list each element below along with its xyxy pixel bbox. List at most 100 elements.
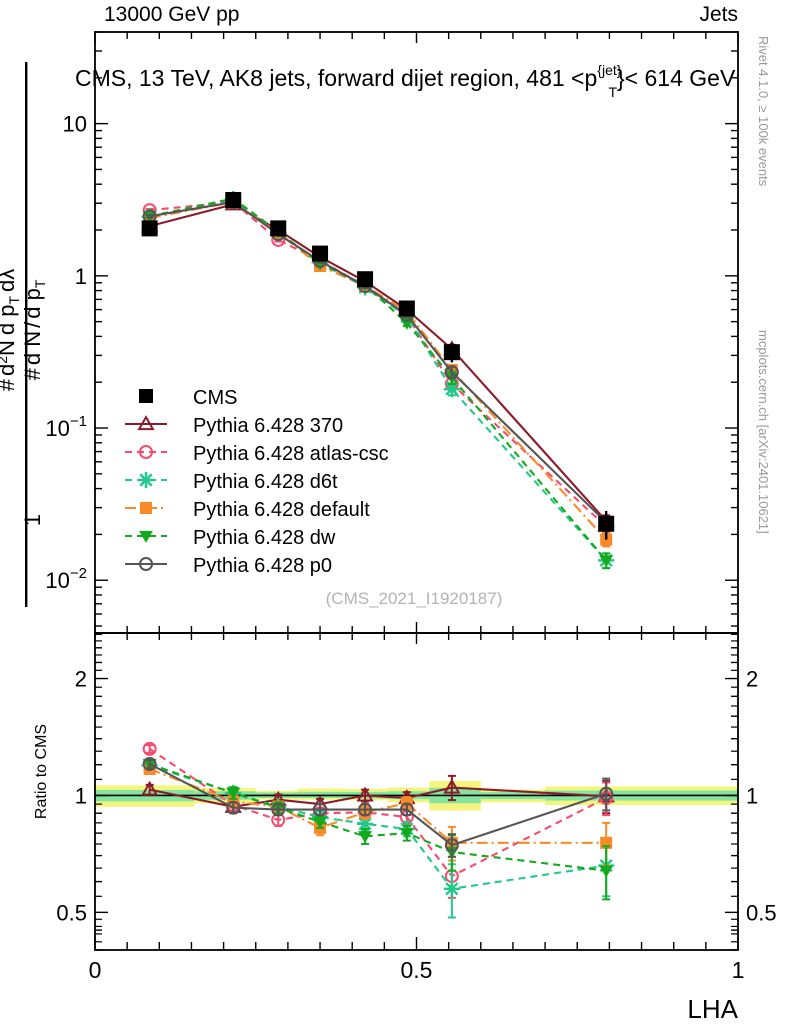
series-cms xyxy=(141,191,615,540)
series-line xyxy=(149,201,607,528)
marker-circle xyxy=(313,802,328,817)
series-line xyxy=(149,786,607,808)
ratio-y-tick-label-right: 0.5 xyxy=(746,900,777,925)
marker-star-ray xyxy=(139,473,153,487)
data-point xyxy=(225,191,242,208)
marker-triangle-up xyxy=(356,786,374,802)
legend-label: Pythia 6.428 default xyxy=(193,499,370,521)
legend-item[interactable]: Pythia 6.428 p0 xyxy=(125,555,332,577)
y-tick-label: 1 xyxy=(75,264,87,289)
data-point xyxy=(312,245,329,262)
y-tick-label: 10−1 xyxy=(45,413,87,441)
marker-triangle-down xyxy=(399,827,414,840)
data-point xyxy=(270,220,287,237)
x-axis-label: LHA xyxy=(687,994,738,1024)
main-y-axis-label: #d N/d pT #d2Nd pTdλ 1 xyxy=(0,0,60,640)
marker-circle xyxy=(142,757,157,772)
legend-marker xyxy=(139,445,153,459)
ratio-y-tick-label: 0.5 xyxy=(56,900,87,925)
legend-label: CMS xyxy=(193,387,237,409)
legend-marker xyxy=(137,415,155,431)
data-point xyxy=(142,741,157,756)
series-line xyxy=(149,767,607,844)
marker-square xyxy=(598,515,615,532)
x-tick-label: 0.5 xyxy=(401,957,433,983)
ratio-series-pythia-6-428-d6t xyxy=(141,757,615,919)
legend: CMS Pythia 6.428 370 Pythia 6.428 atlas-cs… xyxy=(125,387,389,577)
ratio-y-tick-label: 1 xyxy=(75,783,87,808)
ratio-series-group xyxy=(141,741,615,919)
marker-triangle-up xyxy=(141,780,159,796)
header-right-label: Jets xyxy=(699,3,738,26)
marker-triangle-up xyxy=(443,778,461,794)
marker-circle xyxy=(139,557,153,571)
series-line xyxy=(149,763,607,847)
marker-triangle-down xyxy=(139,530,153,543)
data-point xyxy=(271,802,286,817)
legend-label: Pythia 6.428 dw xyxy=(193,527,336,549)
svg-text:#d2Nd pTdλ: #d2Nd pTdλ xyxy=(0,269,22,392)
data-point xyxy=(599,555,614,568)
data-point xyxy=(399,317,414,330)
marker-triangle-up xyxy=(137,415,155,431)
data-point xyxy=(399,827,414,840)
chart-root: 10 1 10−1 10−2 2 2 1 1 0.5 0.5 0 0.5 1 LHA Ratio to CM… xyxy=(33,31,777,1024)
ratio-y-tick-label-right: 1 xyxy=(746,783,758,808)
data-point xyxy=(399,802,414,817)
data-point xyxy=(599,786,614,801)
data-point xyxy=(444,838,459,853)
marker-square xyxy=(141,220,158,237)
marker-square xyxy=(225,191,242,208)
marker-star-ray xyxy=(358,817,372,831)
marker-square xyxy=(398,300,415,317)
main-series-group xyxy=(141,190,615,570)
data-point xyxy=(313,258,327,271)
legend-item[interactable]: Pythia 6.428 default xyxy=(125,499,370,521)
marker-square xyxy=(140,502,152,514)
legend-marker xyxy=(139,530,153,543)
legend-label: Pythia 6.428 370 xyxy=(193,415,343,437)
legend-item[interactable]: CMS xyxy=(139,387,237,409)
x-tick-label: 1 xyxy=(732,957,745,983)
data-point xyxy=(226,800,241,815)
marker-circle xyxy=(358,802,373,817)
data-point xyxy=(443,778,461,794)
legend-item[interactable]: Pythia 6.428 370 xyxy=(125,415,343,437)
marker-circle xyxy=(271,802,286,817)
data-point xyxy=(356,786,374,802)
marker-square xyxy=(357,271,374,288)
header-left-label: 13000 GeV pp xyxy=(104,3,240,26)
marker-square xyxy=(270,220,287,237)
ratio-panel-axes: 2 2 1 1 0.5 0.5 0 0.5 1 xyxy=(56,632,777,983)
legend-item[interactable]: Pythia 6.428 d6t xyxy=(125,471,338,493)
marker-triangle-down xyxy=(313,816,327,829)
data-point xyxy=(142,757,157,772)
data-point xyxy=(141,220,158,237)
legend-label: Pythia 6.428 p0 xyxy=(193,555,332,577)
legend-marker xyxy=(139,557,153,571)
ratio-series-pythia-6-428-dw xyxy=(142,758,614,901)
analysis-watermark: (CMS_2021_I1920187) xyxy=(326,589,503,608)
ratio-y-tick-label-right: 2 xyxy=(746,667,758,692)
marker-square xyxy=(443,344,460,361)
marker-triangle-down xyxy=(399,317,414,330)
data-point xyxy=(357,271,374,288)
legend-label: Pythia 6.428 atlas-csc xyxy=(193,443,389,465)
legend-marker xyxy=(137,471,155,489)
marker-circle xyxy=(444,365,459,380)
legend-item[interactable]: Pythia 6.428 atlas-csc xyxy=(125,443,389,465)
data-point xyxy=(226,787,241,800)
main-panel-axes: 10 1 10−1 10−2 xyxy=(45,31,739,634)
marker-triangle-down xyxy=(599,865,614,878)
plot-title: CMS, 13 TeV, AK8 jets, forward dijet reg… xyxy=(75,62,736,100)
series-line xyxy=(149,748,607,878)
series-line xyxy=(149,763,607,872)
data-point xyxy=(398,300,415,317)
ylabel-dn: d N xyxy=(20,331,45,365)
marker-circle xyxy=(139,445,153,459)
ratio-y-axis-label: Ratio to CMS xyxy=(33,724,50,819)
legend-item[interactable]: Pythia 6.428 dw xyxy=(125,527,336,549)
legend-label: Pythia 6.428 d6t xyxy=(193,471,338,493)
ratio-y-tick-label: 2 xyxy=(75,667,87,692)
